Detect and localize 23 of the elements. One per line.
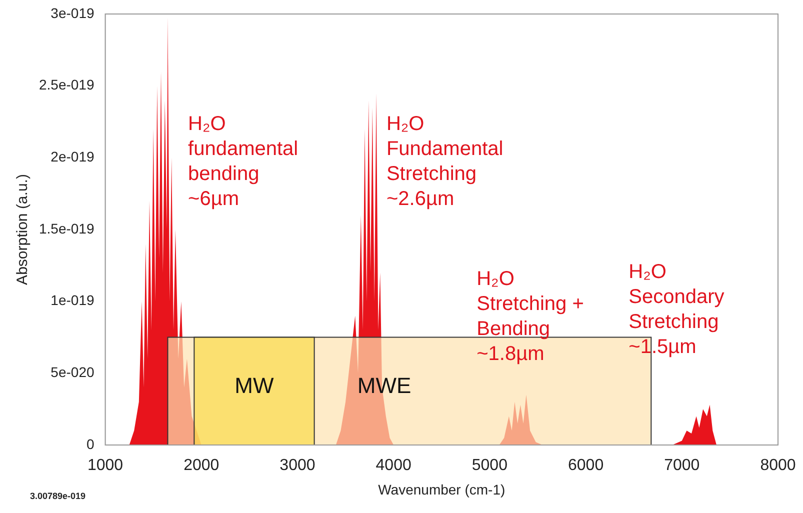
x-tick-label: 4000	[376, 457, 412, 474]
y-tick-label: 3e-019	[50, 4, 94, 21]
x-tick-label: 5000	[472, 457, 508, 474]
annotation: H₂O fundamental bending ~6µm	[188, 112, 298, 210]
band-label: MWE	[357, 373, 412, 398]
text: 3.00789e-019	[30, 491, 86, 501]
annotation: H₂O Fundamental Stretching ~2.6µm	[386, 112, 504, 210]
y-tick-label: 2.5e-019	[38, 76, 94, 93]
x-axis-title: Wavenumber (cm-1)	[378, 481, 506, 498]
x-tick-label: 8000	[760, 457, 796, 474]
band-label: MW	[234, 373, 274, 398]
x-tick-label: 7000	[664, 457, 700, 474]
y-tick-label: 2e-019	[50, 148, 94, 165]
annotation: H₂O Stretching + Bending ~1.8µm	[476, 268, 584, 366]
y-tick-label: 1e-019	[50, 292, 94, 308]
y-axis-title: Absorption (a.u.)	[14, 174, 32, 285]
y-tick-label: 5e-020	[50, 364, 94, 380]
y-tick-label: 1.5e-019	[38, 220, 94, 236]
x-tick-label: 1000	[87, 457, 124, 474]
x-tick-label: 3000	[280, 457, 316, 474]
x-tick-label: 2000	[184, 457, 220, 474]
x-tick-label: 6000	[568, 457, 604, 474]
y-tick-label: 0	[86, 436, 94, 452]
